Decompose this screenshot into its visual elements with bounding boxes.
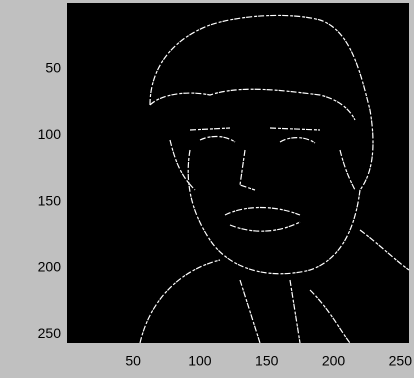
y-tick-label: 50 [45,59,61,75]
y-tick-label: 150 [38,192,62,208]
x-tick-label: 100 [188,353,212,369]
y-tick-label: 250 [38,325,62,341]
x-tick-label: 50 [125,353,141,369]
x-tick-label: 200 [322,353,346,369]
y-tick-label: 100 [38,126,62,142]
image-area [67,3,409,343]
page: 5010015020025050100150200250 (() => { co… [0,0,414,378]
x-tick-label: 150 [255,353,279,369]
x-tick-label: 250 [389,353,413,369]
y-tick-label: 200 [38,259,62,275]
figure: 50 100 150 200 250 50 100 150 200 250 [0,0,414,378]
